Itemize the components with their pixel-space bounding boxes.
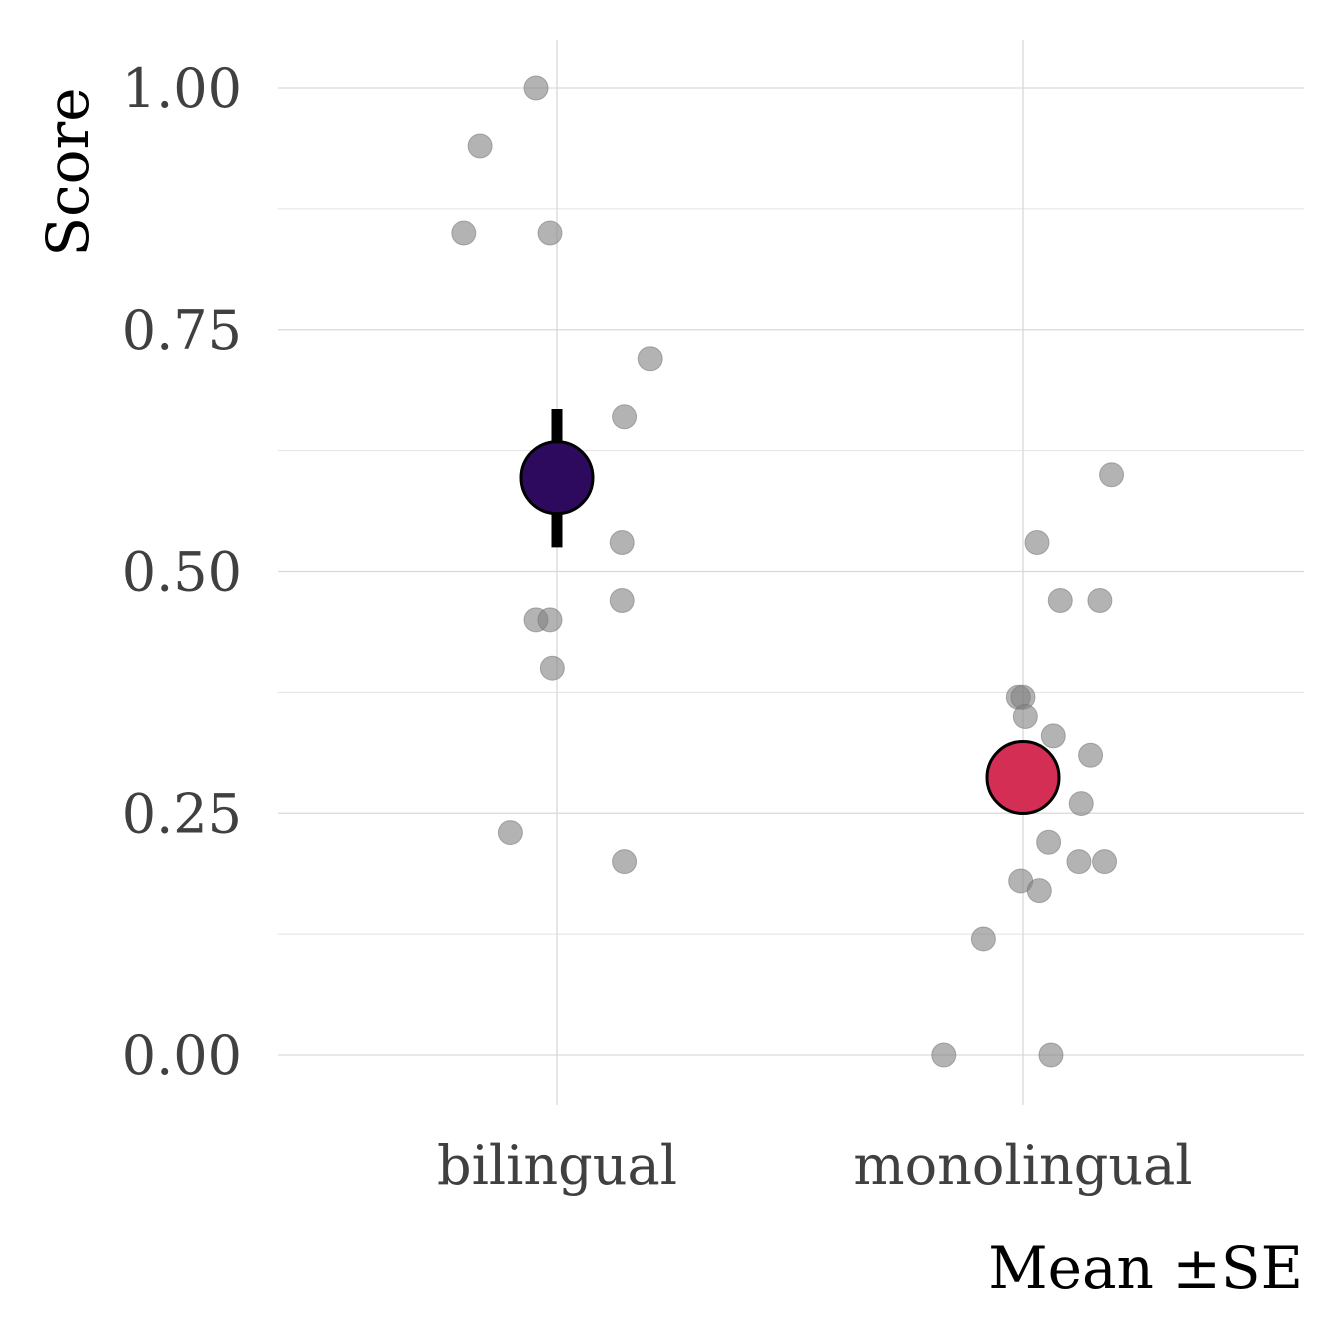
y-axis-label: Score [34,87,102,256]
data-point-bilingual-6 [609,529,635,555]
mean-marker-monolingual [985,739,1061,815]
data-point-monolingual-21 [1078,742,1104,768]
data-point-bilingual-4 [637,346,663,372]
data-point-monolingual-22 [1068,791,1094,817]
data-point-bilingual-2 [451,220,477,246]
y-tick-label: 0.50 [122,541,242,604]
data-point-monolingual-23 [1036,829,1062,855]
data-point-monolingual-16 [1087,588,1113,614]
data-point-bilingual-0 [523,75,549,101]
data-point-monolingual-28 [970,926,996,952]
mean-marker-bilingual [519,440,595,516]
summary-marks [519,409,1061,815]
data-point-monolingual-20 [1040,723,1066,749]
x-axis-label: Mean ±SE [988,1234,1303,1302]
data-point-monolingual-14 [1024,529,1050,555]
x-axis-ticks: bilingual monolingual [437,1134,1193,1197]
data-point-monolingual-25 [1092,849,1118,875]
data-point-bilingual-1 [467,133,493,159]
data-point-bilingual-7 [609,588,635,614]
data-point-bilingual-10 [539,655,565,681]
x-tick-label-monolingual: monolingual [853,1134,1192,1197]
data-point-monolingual-30 [1038,1042,1064,1068]
data-point-monolingual-29 [931,1042,957,1068]
x-tick-label-bilingual: bilingual [437,1134,677,1197]
data-point-bilingual-12 [612,849,638,875]
data-point-monolingual-19 [1012,704,1038,730]
data-point-bilingual-3 [537,220,563,246]
data-point-monolingual-13 [1099,462,1125,488]
data-point-monolingual-24 [1066,849,1092,875]
y-tick-label: 1.00 [122,57,242,120]
data-point-bilingual-9 [537,607,563,633]
y-tick-label: 0.75 [122,299,242,362]
data-point-bilingual-11 [497,820,523,846]
grid [278,40,1304,1105]
data-point-monolingual-15 [1047,588,1073,614]
y-tick-label: 0.00 [122,1024,242,1087]
data-point-bilingual-5 [612,404,638,430]
data-point-monolingual-27 [1026,878,1052,904]
jitter-points [451,75,1125,1068]
y-tick-label: 0.25 [122,782,242,845]
y-axis-ticks: 0.00 0.25 0.50 0.75 1.00 [122,57,242,1087]
